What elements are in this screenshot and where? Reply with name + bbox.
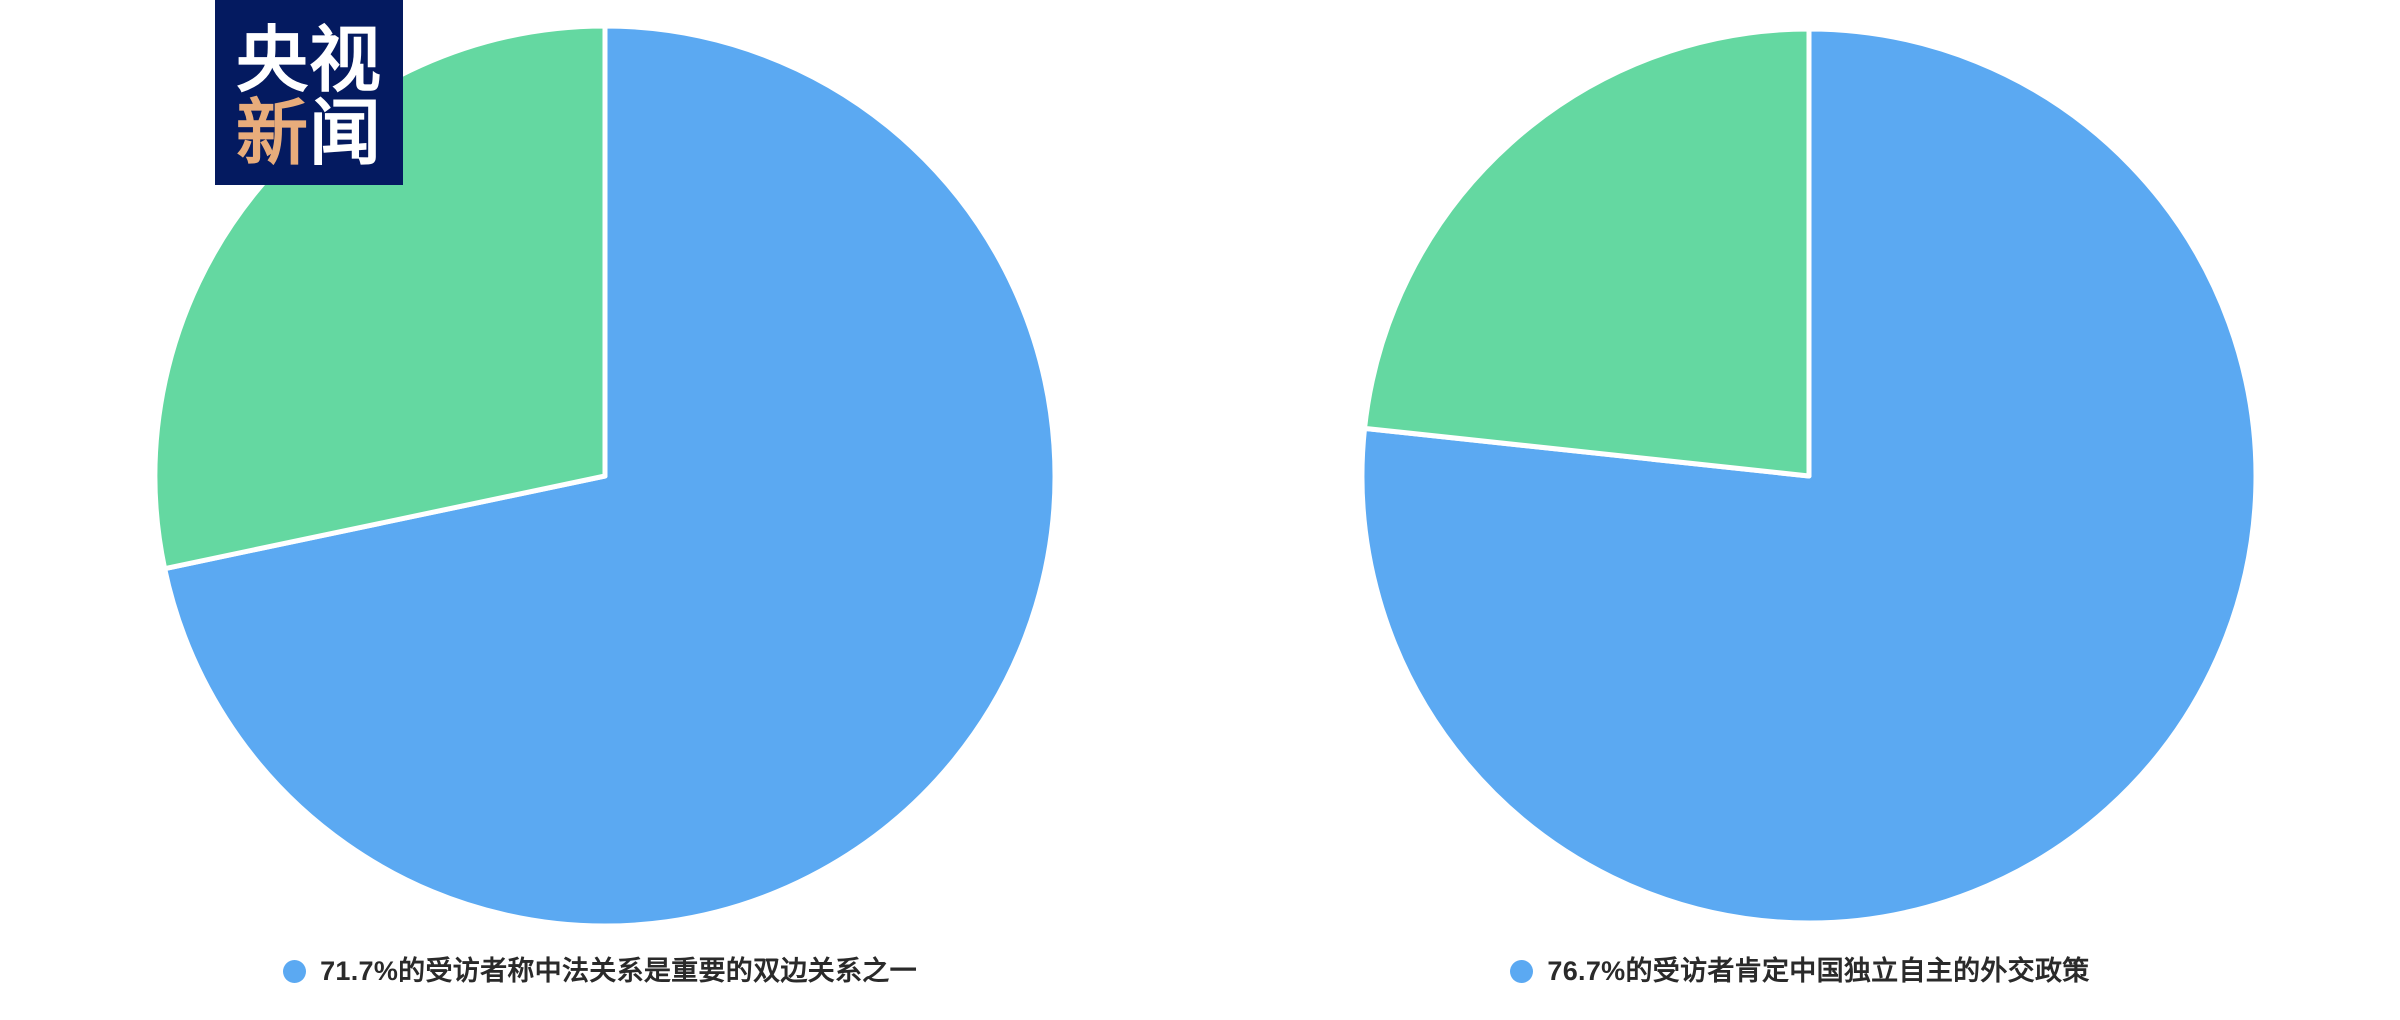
- logo-row-top: 央 视: [235, 18, 383, 103]
- pie-slice: [1362, 26, 1812, 479]
- legend-right: 76.7%的受访者肯定中国独立自主的外交政策: [1200, 946, 2400, 996]
- pie-chart-left: 71.7%的受访者称中法关系是重要的双边关系之一: [0, 23, 1200, 996]
- logo-row-bottom: 新 闻: [235, 90, 383, 175]
- pie-slice: [162, 23, 1058, 929]
- pie-slice: [152, 23, 608, 572]
- legend-color-dot: [1510, 959, 1534, 983]
- legend-color-dot: [283, 959, 307, 983]
- pie-chart-right: 76.7%的受访者肯定中国独立自主的外交政策: [1200, 0, 2400, 1020]
- cctv-news-logo: 央 视 新 闻: [215, 0, 403, 185]
- legend-left: 71.7%的受访者称中法关系是重要的双边关系之一: [0, 946, 1200, 996]
- legend-label-right: 76.7%的受访者肯定中国独立自主的外交政策: [1547, 955, 2090, 986]
- logo-char-wen: 闻: [309, 90, 383, 175]
- logo-char-xin: 新: [235, 90, 309, 175]
- pie-left-svg: [152, 23, 1058, 929]
- logo-char-shi: 视: [309, 18, 383, 103]
- pie-right-svg: [1359, 26, 2259, 926]
- legend-label-left: 71.7%的受访者称中法关系是重要的双边关系之一: [320, 955, 917, 986]
- logo-char-yang: 央: [235, 18, 309, 103]
